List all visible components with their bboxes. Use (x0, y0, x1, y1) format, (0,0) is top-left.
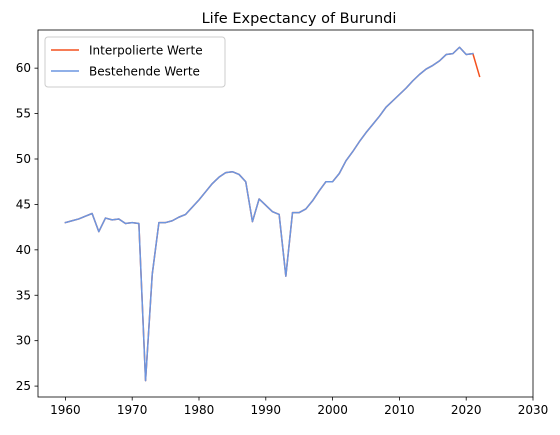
x-tick-label: 1980 (184, 403, 215, 417)
legend-label: Interpolierte Werte (89, 44, 203, 58)
y-tick-label: 35 (16, 288, 31, 302)
x-tick-label: 2010 (384, 403, 415, 417)
y-tick-label: 30 (16, 334, 31, 348)
x-tick-label: 1960 (50, 403, 81, 417)
series-layer (64, 46, 481, 382)
series-line-2 (64, 46, 474, 382)
y-tick-label: 60 (16, 61, 31, 75)
x-tick-label: 2030 (518, 403, 549, 417)
y-tick-label: 40 (16, 243, 31, 257)
legend-box (44, 36, 226, 88)
y-tick-label: 25 (16, 379, 31, 393)
x-axis: 1960 1970 1980 1990 2000 2010 2020 2030 (50, 397, 548, 417)
y-tick-label: 45 (16, 197, 31, 211)
y-tick-label: 55 (16, 107, 31, 121)
y-tick-label: 50 (16, 152, 31, 166)
plot-frame (37, 29, 534, 398)
x-tick-label: 1990 (251, 403, 282, 417)
x-tick-label: 2020 (451, 403, 482, 417)
x-tick-label: 1970 (117, 403, 148, 417)
y-axis: 25 30 35 40 45 50 55 60 (16, 61, 38, 393)
chart-title: Life Expectancy of Burundi (202, 11, 397, 27)
legend-label: Bestehende Werte (89, 65, 200, 79)
x-tick-label: 2000 (317, 403, 348, 417)
legend: Interpolierte Werte Bestehende Werte (44, 36, 226, 88)
